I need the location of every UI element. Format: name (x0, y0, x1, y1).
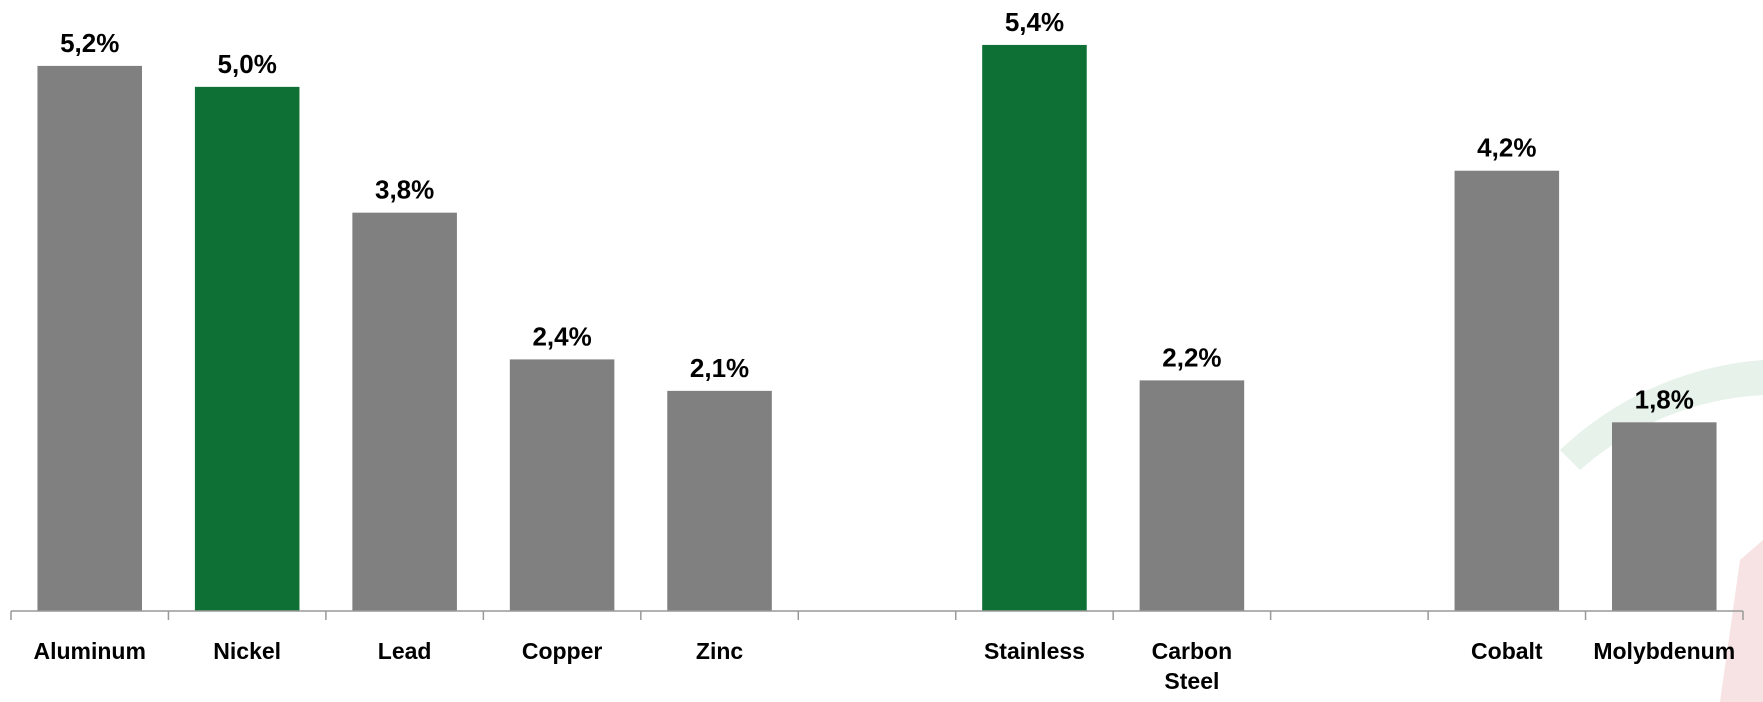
logo-decoration (1720, 540, 1763, 702)
data-label: 2,4% (532, 321, 591, 351)
x-tick-label: Lead (377, 638, 432, 664)
data-label: 2,2% (1162, 342, 1221, 372)
x-tick-label: Copper (521, 638, 603, 664)
x-tick-label: Stainless (983, 638, 1085, 664)
x-tick-label: Zinc (695, 638, 744, 664)
data-label: 2,1% (690, 353, 749, 383)
logo-decoration (1560, 360, 1763, 470)
bar (352, 212, 457, 612)
bar (37, 65, 143, 612)
data-label: 3,8% (375, 175, 434, 205)
x-tick-label: Molybdenum (1593, 638, 1736, 664)
x-tick-label: Aluminum (33, 638, 146, 664)
bar (194, 86, 300, 612)
x-tick-label: Carbon Steel (1151, 638, 1233, 694)
bar (982, 44, 1087, 612)
bar (667, 390, 772, 611)
data-label: 5,0% (218, 49, 277, 79)
data-label: 1,8% (1635, 384, 1694, 414)
x-tick-label: Cobalt (1471, 638, 1543, 664)
bar (1454, 170, 1560, 612)
bar (509, 359, 615, 611)
data-label: 4,2% (1477, 133, 1536, 163)
x-tick-label: Nickel (213, 638, 282, 664)
data-label: 5,2% (60, 28, 119, 58)
bar (1139, 380, 1245, 611)
bar (1611, 422, 1717, 611)
data-label: 5,4% (1005, 7, 1064, 37)
